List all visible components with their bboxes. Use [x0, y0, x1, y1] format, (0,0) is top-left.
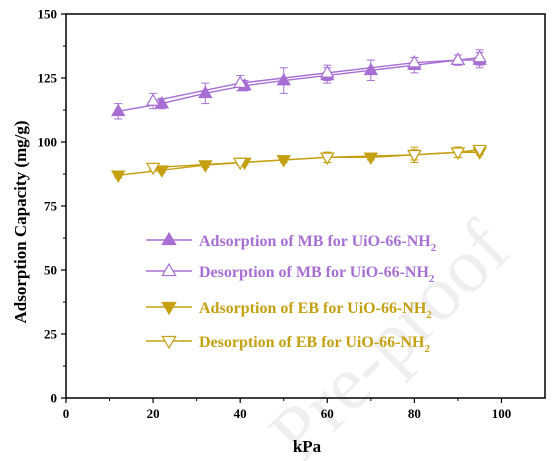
x-tick-label: 60	[321, 406, 334, 421]
plot-area: 0 20 40 60 80 100 0 25 50 75 100 125 150 Adsorption o…	[38, 7, 546, 421]
legend-marker	[161, 335, 177, 350]
series-4	[145, 144, 487, 176]
legend-marker	[161, 262, 177, 277]
data-point	[198, 160, 213, 173]
legend-label-subscript: 2	[424, 343, 430, 355]
data-point	[276, 72, 291, 86]
legend-label-text: Adsorption of EB for UiO-66-NH	[199, 300, 427, 317]
y-tick-label: 150	[38, 7, 58, 22]
series-2	[145, 49, 487, 110]
series-line	[118, 59, 480, 112]
legend-label: Adsorption of EB for UiO-66-NH2	[199, 300, 432, 321]
data-point	[407, 54, 422, 68]
x-tick-label: 0	[63, 406, 70, 421]
legend-marker	[161, 301, 177, 316]
x-tick-label: 100	[492, 406, 512, 421]
data-point	[111, 170, 126, 183]
data-point	[472, 144, 487, 158]
data-point	[320, 65, 335, 78]
series-line	[153, 148, 480, 169]
x-axis-title: kPa	[293, 437, 322, 456]
data-point	[145, 93, 161, 106]
y-tick-label: 0	[51, 391, 58, 406]
y-tick-label: 75	[44, 199, 58, 214]
series-3	[111, 146, 487, 183]
data-point	[320, 152, 335, 166]
legend-label: Desorption of MB for UiO-66-NH2	[199, 264, 435, 285]
x-tick-label: 40	[234, 406, 247, 421]
legend-label-subscript: 2	[429, 273, 435, 285]
y-tick-label: 25	[44, 327, 58, 342]
y-tick-label: 50	[44, 263, 57, 278]
data-point	[450, 147, 466, 160]
x-tick-label: 80	[408, 406, 421, 421]
data-point	[363, 62, 379, 76]
data-point	[472, 49, 487, 63]
data-point	[407, 149, 422, 163]
legend-label: Desorption of EB for UiO-66-NH2	[199, 334, 430, 355]
series-line	[118, 151, 480, 176]
legend-label: Adsorption of MB for UiO-66-NH2	[199, 233, 437, 254]
legend-label-subscript: 2	[431, 242, 437, 254]
data-point	[363, 152, 379, 166]
data-point	[111, 103, 126, 117]
legend-label-subscript: 2	[426, 309, 432, 321]
legend: Adsorption of MB for UiO-66-NH2Desorptio…	[146, 231, 437, 355]
x-tick-label: 20	[147, 406, 160, 421]
y-tick-label: 125	[38, 71, 58, 86]
data-point	[232, 157, 248, 171]
legend-label-text: Adsorption of MB for UiO-66-NH	[199, 233, 431, 250]
data-point	[198, 85, 213, 99]
data-point	[450, 52, 466, 65]
legend-label-text: Desorption of MB for UiO-66-NH	[199, 264, 429, 281]
data-point	[276, 155, 291, 168]
data-point	[154, 165, 170, 178]
y-axis-title: Adsorption Capacity (mg/g)	[11, 120, 30, 323]
legend-marker	[161, 231, 177, 246]
data-point	[232, 75, 248, 88]
y-tick-label: 100	[38, 135, 58, 150]
data-point	[145, 162, 161, 176]
legend-label-text: Desorption of EB for UiO-66-NH	[199, 334, 425, 351]
